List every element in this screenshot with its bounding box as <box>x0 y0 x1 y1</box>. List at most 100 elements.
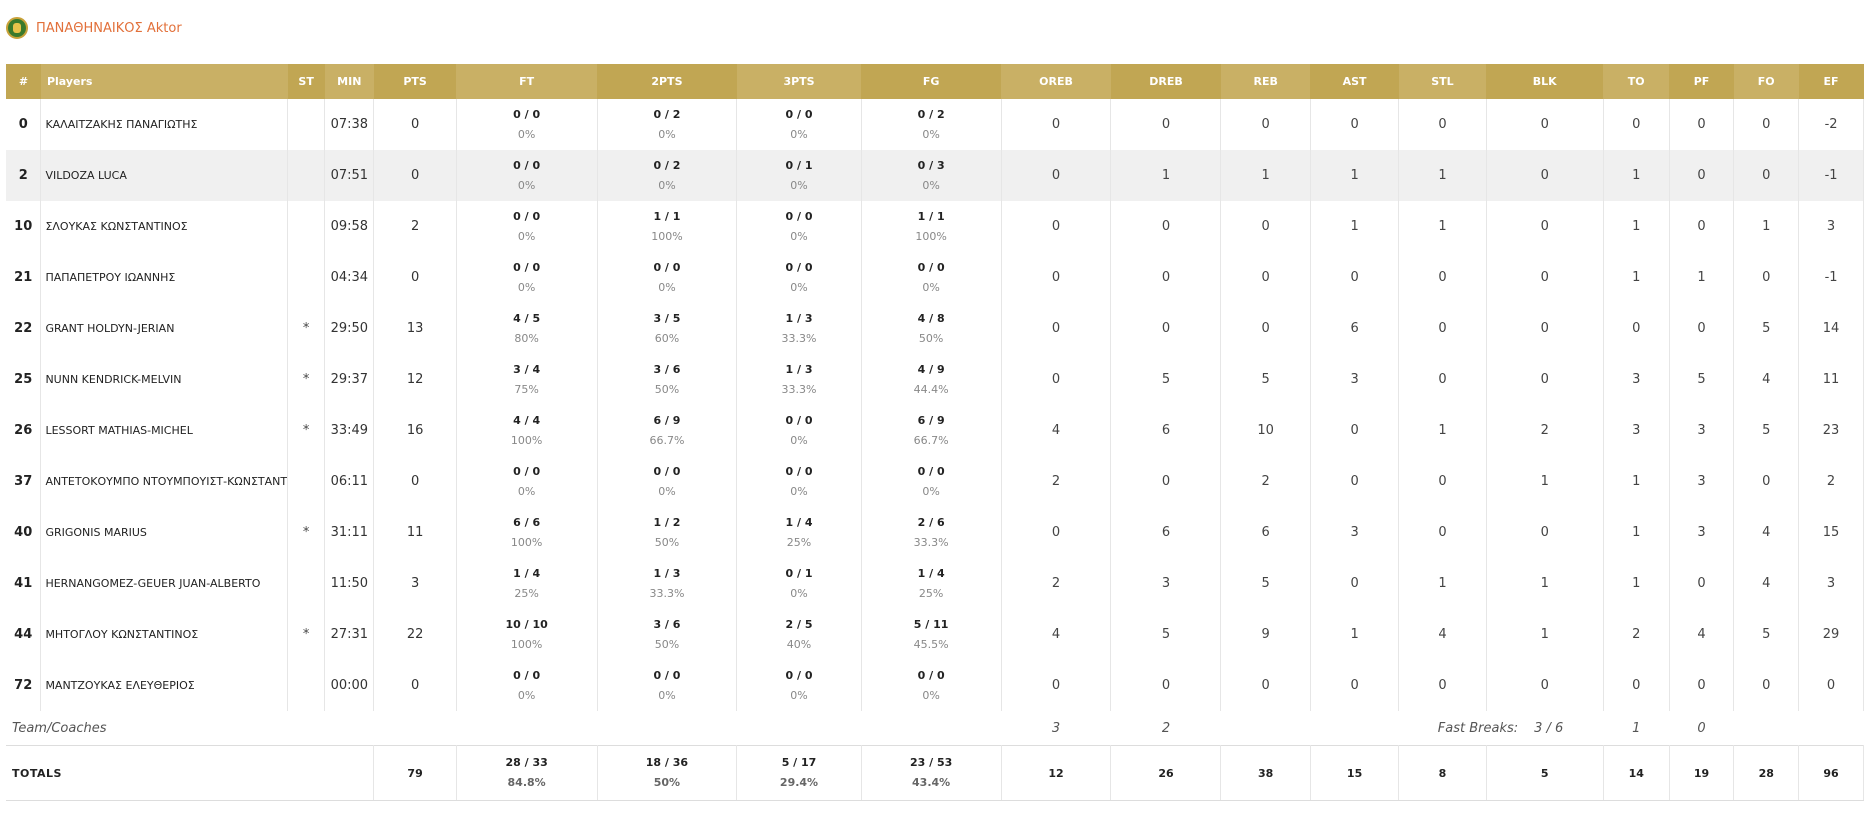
fast-breaks-label: Fast Breaks: <box>1437 720 1519 736</box>
column-header-2pts[interactable]: 2PTS <box>597 64 737 99</box>
p2-cell: 1 / 1 100% <box>597 201 738 252</box>
ast-cell: 0 <box>1310 660 1400 711</box>
totals-fg-percentage: 43.4% <box>912 776 951 789</box>
ft-cell: 10 / 10 100% <box>456 609 598 660</box>
dreb-cell: 0 <box>1110 660 1222 711</box>
p2-cell: 0 / 0 0% <box>597 456 738 507</box>
column-header-#[interactable]: # <box>6 64 41 99</box>
fo-cell: 4 <box>1733 354 1800 405</box>
p3-percentage: 0% <box>790 433 808 447</box>
p2-made-attempted: 3 / 5 <box>653 311 681 325</box>
minutes-cell: 07:38 <box>324 99 375 150</box>
fg-percentage: 44.4% <box>913 382 949 396</box>
column-header-blk[interactable]: BLK <box>1486 64 1604 99</box>
ft-percentage: 0% <box>517 280 536 294</box>
column-header-fg[interactable]: FG <box>861 64 1001 99</box>
dreb-cell: 3 <box>1110 558 1222 609</box>
column-header-players[interactable]: Players <box>40 64 288 99</box>
p2-cell: 3 / 5 60% <box>597 303 738 354</box>
ft-percentage: 80% <box>514 331 539 345</box>
fg-cell: 4 / 8 50% <box>861 303 1002 354</box>
pf-cell: 5 <box>1669 354 1735 405</box>
dreb-cell: 0 <box>1110 456 1222 507</box>
ft-percentage: 0% <box>517 484 536 498</box>
column-header-pf[interactable]: PF <box>1669 64 1734 99</box>
column-header-stl[interactable]: STL <box>1398 64 1487 99</box>
column-header-dreb[interactable]: DREB <box>1110 64 1221 99</box>
fg-cell: 0 / 0 0% <box>861 252 1002 303</box>
p3-cell: 0 / 0 0% <box>736 660 862 711</box>
blk-cell: 0 <box>1486 660 1604 711</box>
p3-percentage: 40% <box>786 637 812 651</box>
oreb-cell: 0 <box>1001 252 1112 303</box>
minutes-cell: 09:58 <box>324 201 375 252</box>
fg-made-attempted: 1 / 1 <box>917 209 945 223</box>
column-header-min[interactable]: MIN <box>324 64 374 99</box>
column-header-ft[interactable]: FT <box>456 64 598 99</box>
totals-blk: 5 <box>1486 745 1604 801</box>
column-header-to[interactable]: TO <box>1603 64 1670 99</box>
player-number: 26 <box>6 405 42 456</box>
dreb-cell: 0 <box>1110 99 1222 150</box>
points-cell: 2 <box>373 201 457 252</box>
player-name[interactable]: HERNANGOMEZ-GEUER JUAN-ALBERTO <box>40 558 289 609</box>
player-name[interactable]: ΚΑΛΑΙΤΖΑΚΗΣ ΠΑΝΑΓΙΩΤΗΣ <box>40 99 289 150</box>
ft-cell: 0 / 0 0% <box>456 99 598 150</box>
totals-stl: 8 <box>1398 745 1487 801</box>
player-name[interactable]: ΠΑΠΑΠΕΤΡΟΥ ΙΩΑΝΝΗΣ <box>40 252 289 303</box>
points-cell: 22 <box>373 609 457 660</box>
dreb-cell: 0 <box>1110 303 1222 354</box>
team-pf: 0 <box>1697 720 1706 736</box>
column-header-3pts[interactable]: 3PTS <box>736 64 862 99</box>
player-name[interactable]: NUNN KENDRICK-MELVIN <box>40 354 289 405</box>
team-empty <box>1734 711 1799 746</box>
column-header-fo[interactable]: FO <box>1733 64 1799 99</box>
p2-made-attempted: 1 / 2 <box>653 515 681 529</box>
player-name[interactable]: ΜΗΤΟΓΛΟΥ ΚΩΝΣΤΑΝΤΙΝΟΣ <box>40 609 289 660</box>
p2-percentage: 0% <box>658 688 676 702</box>
minutes-cell: 07:51 <box>324 150 375 201</box>
team-logo-icon <box>6 17 28 39</box>
p2-percentage: 100% <box>651 229 683 243</box>
player-name[interactable]: ΜΑΝΤΖΟΥΚΑΣ ΕΛΕΥΘΕΡΙΟΣ <box>40 660 289 711</box>
player-name[interactable]: ΣΛΟΥΚΑΣ ΚΩΝΣΤΑΝΤΙΝΟΣ <box>40 201 289 252</box>
ft-percentage: 75% <box>514 382 539 396</box>
column-header-reb[interactable]: REB <box>1220 64 1311 99</box>
p3-cell: 1 / 3 33.3% <box>736 303 862 354</box>
p2-made-attempted: 3 / 6 <box>653 617 681 631</box>
p3-percentage: 0% <box>790 484 808 498</box>
player-name[interactable]: VILDOZA LUCA <box>40 150 289 201</box>
minutes-cell: 04:34 <box>324 252 375 303</box>
reb-cell: 1 <box>1220 150 1311 201</box>
totals-p2-percentage: 50% <box>653 776 681 789</box>
points-cell: 0 <box>373 660 457 711</box>
player-name[interactable]: ΑΝΤΕΤΟΚΟΥΜΠΟ ΝΤΟΥΜΠΟΥΙΣΤ-ΚΩΝΣΤΑΝΤΙΝΟΣ <box>40 456 289 507</box>
ft-made-attempted: 0 / 0 <box>513 158 541 172</box>
column-header-ast[interactable]: AST <box>1310 64 1399 99</box>
to-cell: 2 <box>1603 609 1670 660</box>
player-name[interactable]: GRIGONIS MARIUS <box>40 507 289 558</box>
fg-made-attempted: 2 / 6 <box>917 515 945 529</box>
p2-cell: 3 / 6 50% <box>597 609 738 660</box>
column-header-st[interactable]: ST <box>287 64 325 99</box>
column-header-oreb[interactable]: OREB <box>1001 64 1111 99</box>
stl-cell: 1 <box>1398 201 1487 252</box>
totals-p3-made-attempted: 5 / 17 <box>781 756 817 769</box>
p2-cell: 0 / 2 0% <box>597 99 738 150</box>
player-name[interactable]: LESSORT MATHIAS-MICHEL <box>40 405 289 456</box>
pf-cell: 0 <box>1669 660 1735 711</box>
minutes-cell: 29:50 <box>324 303 375 354</box>
column-header-pts[interactable]: PTS <box>373 64 457 99</box>
oreb-cell: 4 <box>1001 609 1112 660</box>
p3-percentage: 0% <box>790 586 808 600</box>
to-cell: 0 <box>1603 660 1670 711</box>
team-oreb: 3 <box>1051 720 1061 736</box>
totals-row: TOTALS 79 28 / 33 84.8% 18 / 36 50% 5 / 17 29.4… <box>6 745 1864 801</box>
team-name[interactable]: ΠΑΝΑΘΗΝΑΙΚΟΣ Aktor <box>36 20 182 36</box>
player-name[interactable]: GRANT HOLDYN-JERIAN <box>40 303 289 354</box>
fg-percentage: 50% <box>918 331 944 345</box>
column-header-ef[interactable]: EF <box>1798 64 1864 99</box>
blk-cell: 0 <box>1486 354 1604 405</box>
pf-cell: 0 <box>1669 99 1735 150</box>
stl-cell: 0 <box>1398 354 1487 405</box>
